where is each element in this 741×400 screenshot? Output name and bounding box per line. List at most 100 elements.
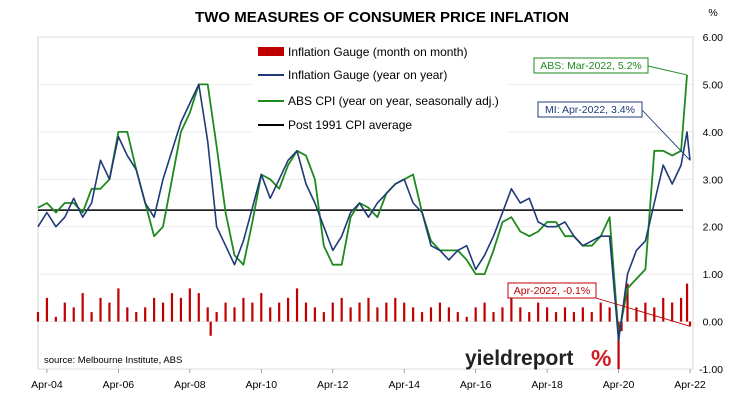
mom-bar [581,307,584,322]
mom-bar [108,302,111,322]
mom-bar [599,302,602,322]
mom-bar [90,312,93,322]
mom-bar [153,297,156,322]
mom-bar [340,297,343,322]
annotation-mom-text: Apr-2022, -0.1% [514,285,590,297]
mom-bar [322,312,325,322]
legend-label-mi: Inflation Gauge (year on year) [288,68,447,82]
yieldreport-logo: yieldreport % [465,345,611,371]
mom-bar [376,307,379,322]
mom-bar [72,307,75,322]
mom-bar [685,283,689,322]
mom-bar [679,297,683,322]
mom-bar [671,302,674,322]
mom-bar [99,297,102,322]
y-unit-label: % [708,7,717,19]
mom-bar [528,312,531,322]
y-tick-label: 5.00 [703,79,724,91]
mom-bar [206,307,209,322]
y-tick-label: 3.00 [703,174,724,186]
mi-yoy-line [37,83,691,342]
mom-bar [465,316,468,322]
mom-bar [224,302,227,322]
mom-bar [251,302,254,322]
mom-bar [438,302,442,322]
y-tick-label: -1.00 [699,364,723,376]
legend: Inflation Gauge (month on month) Inflati… [252,44,508,136]
mom-bar [126,307,129,322]
mom-bar [188,288,191,322]
mom-bar [179,297,183,322]
mom-bar [644,302,647,322]
mom-bar [653,307,656,322]
x-axis-ticks: Apr-04 Apr-06 Apr-08 Apr-10 Apr-12 Apr-14 Apr-… [31,369,706,391]
mom-bar [403,302,406,322]
annotation-abs: ABS: Mar-2022, 5.2% [533,57,649,74]
x-tick-label: Apr-04 [31,379,63,391]
mom-bar [286,297,290,322]
mom-bar [242,297,245,322]
y-tick-label: 1.00 [703,269,724,281]
mom-bar [608,307,611,322]
mom-bar [620,321,623,332]
x-tick-label: Apr-16 [460,379,492,391]
mom-bar [135,312,138,322]
mom-bar [117,288,120,322]
x-tick-label: Apr-20 [603,379,635,391]
mom-bar [63,302,66,322]
y-tick-label: 6.00 [703,32,724,44]
mom-bar [385,302,388,322]
mom-bar [170,293,174,322]
annotation-leaders [595,65,691,327]
annotation-leader [647,65,688,76]
annotation-abs-box [533,57,649,74]
mom-bar [233,307,236,322]
mom-bar [519,307,522,322]
mom-bar [45,297,49,322]
mom-bar [278,302,281,322]
mom-bar [590,312,593,322]
mom-bar [394,297,397,322]
mom-bar [420,312,424,322]
mom-bar [331,302,334,322]
mom-bar [81,293,84,322]
annotation-mi-text: MI: Apr-2022, 3.4% [545,104,635,116]
mom-bar [662,297,665,322]
mom-bar [313,307,316,322]
mom-bar [260,293,263,322]
mom-bar [447,307,450,322]
legend-background [252,44,508,136]
mom-bar [304,302,308,322]
mom-bar [349,307,352,322]
x-tick-label: Apr-12 [317,379,349,391]
logo-wordmark: yieldreport [465,347,574,370]
mom-bar [215,312,218,322]
mom-bar [269,307,272,322]
mom-bar [456,312,459,322]
mom-bar [492,312,495,322]
annotation-mi-box [537,101,643,118]
mom-bar [54,316,57,322]
legend-label-avg: Post 1991 CPI average [288,118,412,132]
annotation-leader [595,297,691,327]
mom-bar [144,307,147,322]
annotation-mom: Apr-2022, -0.1% [507,282,597,299]
mom-bar [572,312,576,322]
mom-bar [546,307,549,322]
y-tick-label: 0.00 [703,317,724,329]
mom-bar [635,307,638,322]
mom-bar [537,302,540,322]
mom-bar [554,312,558,322]
x-tick-label: Apr-14 [388,379,420,391]
mom-bar [367,297,370,322]
mom-bar [209,321,212,336]
mom-bar [617,321,620,369]
legend-label-mom: Inflation Gauge (month on month) [288,45,467,59]
mom-bar [412,307,415,322]
x-tick-label: Apr-10 [246,379,278,391]
mom-bar [358,302,361,322]
mom-bar [474,307,477,322]
mom-bar [36,312,40,322]
logo-percent: % [591,345,611,371]
annotation-abs-text: ABS: Mar-2022, 5.2% [540,60,642,72]
